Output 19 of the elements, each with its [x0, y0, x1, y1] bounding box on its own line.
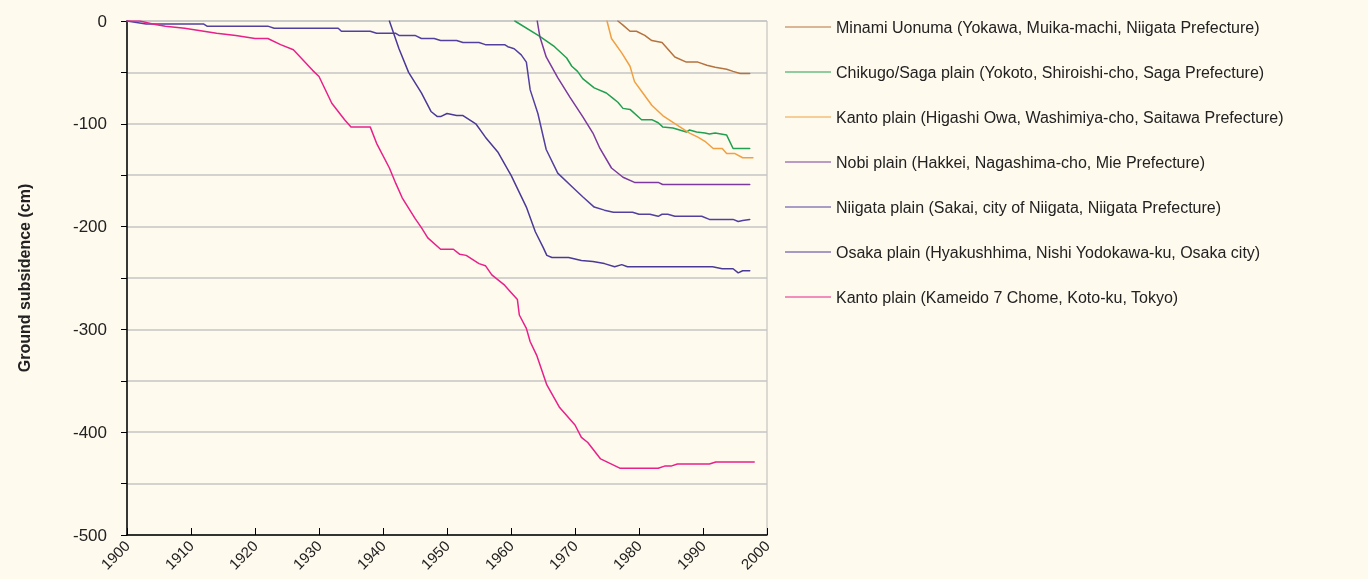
line-series: [617, 20, 751, 75]
legend-label: Niigata plain (Sakai, city of Niigata, Niigata Prefecture): [836, 198, 1222, 216]
y-tick-label: 0: [97, 11, 107, 31]
legend-label: Osaka plain (Hyakushhima, Nishi Yodokawa-ku, Osaka city): [836, 243, 1261, 261]
legend-label: Nobi plain (Hakkei, Nagashima-cho, Mie Prefecture): [836, 153, 1206, 171]
line-series: [126, 20, 755, 469]
y-axis-title: Ground subsidence (cm): [15, 183, 33, 373]
y-tick-label: -500: [72, 525, 107, 545]
line-series: [606, 20, 754, 159]
line-series: [514, 20, 751, 150]
y-tick-label: -200: [72, 217, 107, 237]
y-tick-label: -400: [72, 422, 107, 442]
legend-label: Kanto plain (Kameido 7 Chome, Koto-ku, Tokyo): [836, 288, 1179, 306]
legend-label: Chikugo/Saga plain (Yokoto, Shiroishi-cho, Saga Prefecture): [836, 63, 1265, 81]
y-tick-label: -300: [72, 319, 107, 339]
legend-label: Kanto plain (Higashi Owa, Washimiya-cho, Saitawa Prefecture): [836, 108, 1284, 126]
line-series: [536, 20, 751, 186]
y-tick-label: -100: [72, 114, 107, 134]
legend-label: Minami Uonuma (Yokawa, Muika-machi, Niigata Prefecture): [836, 18, 1260, 36]
